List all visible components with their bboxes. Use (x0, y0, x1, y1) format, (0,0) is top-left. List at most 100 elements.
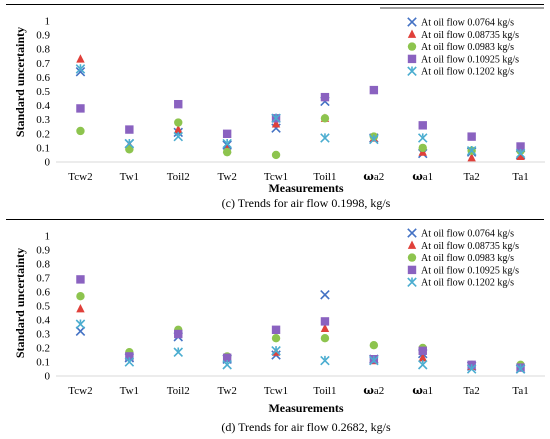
y-tick-label: 0.2 (36, 343, 50, 355)
x-axis-title: Measurements (268, 401, 343, 415)
data-point (174, 118, 183, 127)
chart-c-svg: Standard uncertainty 0 0.1 0.2 0.3 0.4 0.5 0.6… (13, 7, 545, 210)
data-point (417, 360, 428, 370)
y-tick-label: 0.4 (36, 315, 50, 327)
legend-marker (407, 277, 417, 287)
x-tick-label: Tcw1 (264, 385, 288, 397)
data-point (222, 129, 232, 138)
data-point (320, 355, 330, 366)
data-point (320, 334, 330, 343)
x-tick-label: Ta1 (512, 171, 528, 183)
y-tick-label: 0.4 (36, 100, 50, 112)
y-tick-label: 0.9 (36, 245, 50, 257)
data-point (516, 363, 525, 372)
data-point (222, 147, 232, 157)
data-point (320, 114, 330, 123)
legend-marker (407, 265, 417, 275)
y-tick-label: 0.6 (36, 72, 50, 84)
data-point (222, 138, 232, 149)
y-tick-label: 0 (45, 371, 51, 383)
legend-marker (407, 17, 417, 27)
data-point (320, 317, 330, 326)
data-point (173, 131, 184, 142)
x-tick-label: Ta2 (463, 385, 479, 397)
data-point (271, 325, 281, 334)
y-tick-label: 0.8 (36, 259, 50, 271)
legend-label: At oil flow 0.0983 kg/s (421, 42, 514, 53)
y-tick-label: 0.3 (36, 114, 50, 126)
data-point (173, 347, 184, 357)
data-point (466, 364, 477, 374)
data-point (76, 54, 85, 63)
data-point (515, 364, 526, 374)
legend-label: At oil flow 0.1202 kg/s (421, 278, 514, 289)
data-point (125, 125, 134, 134)
data-point (467, 132, 476, 141)
x-tick-label: ωa1 (412, 384, 433, 397)
legend-marker (407, 29, 417, 38)
data-point (320, 92, 330, 102)
legend-marker (407, 240, 417, 249)
x-tick-label: Toil1 (313, 385, 336, 397)
y-tick-label: 1 (45, 16, 51, 28)
y-tick-label: 0.7 (36, 58, 50, 70)
chart-caption: (d) Trends for air flow 0.2682, kg/s (221, 420, 391, 434)
y-tick-label: 0.1 (36, 142, 50, 154)
data-point (76, 126, 85, 136)
data-point (124, 138, 135, 149)
legend-label: At oil flow 0.08735 kg/s (421, 241, 519, 252)
x-tick-label: ωa1 (412, 170, 433, 183)
data-point (174, 329, 183, 339)
x-ticks: Tcw2 Tw1 Toil2 Tw2 Tcw1 Toil1 ωa2 ωa1 Ta2 Ta1 (68, 384, 528, 397)
x-tick-label: Tcw2 (68, 171, 92, 183)
x-tick-label: Tw1 (120, 171, 139, 183)
y-tick-label: 0.5 (36, 301, 50, 313)
data-point (125, 145, 134, 154)
data-point (76, 292, 85, 301)
y-tick-label: 0.7 (36, 273, 50, 285)
data-point (75, 66, 86, 77)
data-point (271, 119, 281, 128)
data-marks (75, 54, 526, 162)
data-marks (75, 275, 526, 374)
legend-marker (407, 66, 417, 76)
data-point (174, 99, 183, 109)
legend-label: At oil flow 0.0983 kg/s (421, 253, 514, 264)
data-point (174, 124, 183, 134)
legend: At oil flow 0.0764 kg/sAt oil flow 0.087… (407, 228, 519, 289)
y-tick-label: 0.5 (36, 86, 50, 98)
data-point (271, 334, 281, 343)
data-point (320, 290, 330, 300)
x-tick-label: Toil1 (313, 171, 336, 183)
legend-marker (407, 253, 417, 262)
y-tick-label: 0.3 (36, 329, 50, 341)
x-ticks: Tcw2 Tw1 Toil2 Tw2 Tcw1 Toil1 ωa2 ωa1 Ta2 Ta1 (68, 170, 528, 183)
y-tick-label: 0.2 (36, 128, 50, 140)
data-point (467, 152, 476, 162)
x-tick-label: Tcw2 (68, 385, 92, 397)
legend-marker (407, 54, 417, 64)
legend-label: At oil flow 0.08735 kg/s (421, 30, 519, 41)
x-tick-label: Tcw1 (264, 171, 288, 183)
legend-label: At oil flow 0.10925 kg/s (421, 265, 519, 276)
data-point (125, 352, 134, 361)
data-point (271, 346, 281, 356)
legend-label: At oil flow 0.0764 kg/s (421, 18, 514, 29)
legend-marker (407, 228, 417, 238)
data-point (369, 355, 379, 366)
data-point (76, 304, 85, 313)
data-point (515, 148, 526, 159)
x-tick-label: ωa2 (363, 384, 384, 397)
x-tick-label: Ta2 (463, 171, 479, 183)
x-tick-label: Tw2 (217, 385, 236, 397)
y-tick-label: 1 (45, 231, 51, 243)
data-point (418, 143, 427, 153)
chart-c: Standard uncertainty 0 0.1 0.2 0.3 0.4 0.5 0.6… (0, 6, 550, 211)
middle-rule (6, 219, 544, 220)
data-point (271, 150, 281, 160)
data-point (369, 85, 379, 95)
data-point (466, 145, 477, 156)
data-point (271, 113, 281, 124)
y-tick-label: 0.9 (36, 30, 50, 42)
legend-marker (407, 42, 417, 51)
